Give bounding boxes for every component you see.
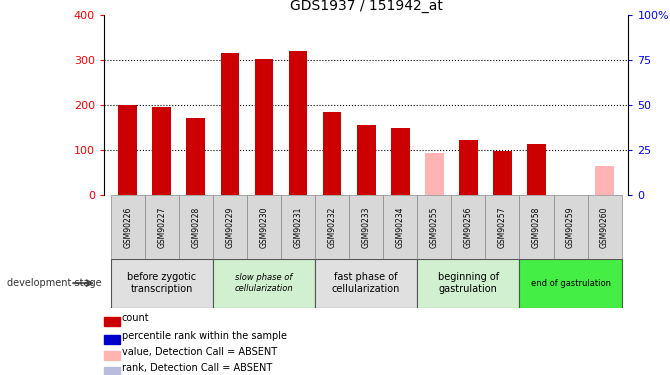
Text: GSM90260: GSM90260 — [600, 206, 609, 248]
Bar — [289, 51, 308, 195]
Bar — [519, 259, 622, 308]
Bar — [247, 195, 281, 259]
Bar — [119, 105, 137, 195]
Text: GSM90259: GSM90259 — [566, 206, 575, 248]
Text: GSM90234: GSM90234 — [396, 206, 405, 248]
Text: percentile rank within the sample: percentile rank within the sample — [122, 331, 287, 341]
Text: before zygotic
transcription: before zygotic transcription — [127, 272, 196, 294]
Bar — [323, 112, 342, 195]
Text: GSM90257: GSM90257 — [498, 206, 507, 248]
Bar — [255, 59, 273, 195]
Bar — [527, 144, 546, 195]
Bar — [417, 195, 452, 259]
Bar — [213, 195, 247, 259]
Text: GSM90226: GSM90226 — [123, 206, 132, 248]
Bar — [357, 125, 375, 195]
Bar — [111, 259, 213, 308]
Text: fast phase of
cellularization: fast phase of cellularization — [332, 272, 401, 294]
Bar — [588, 195, 622, 259]
Text: beginning of
gastrulation: beginning of gastrulation — [438, 272, 499, 294]
Text: slow phase of
cellularization: slow phase of cellularization — [234, 273, 293, 293]
Bar — [315, 259, 417, 308]
Bar — [104, 318, 120, 326]
Bar — [485, 195, 519, 259]
Bar — [425, 153, 444, 195]
Text: value, Detection Call = ABSENT: value, Detection Call = ABSENT — [122, 347, 277, 357]
Bar — [452, 195, 485, 259]
Bar — [595, 166, 614, 195]
Text: GSM90255: GSM90255 — [429, 206, 439, 248]
Bar — [553, 195, 588, 259]
Bar — [152, 107, 171, 195]
Text: end of gastrulation: end of gastrulation — [531, 279, 610, 288]
Text: GSM90227: GSM90227 — [157, 206, 166, 248]
Bar — [104, 351, 120, 360]
Bar — [349, 195, 383, 259]
Text: GSM90258: GSM90258 — [532, 206, 541, 248]
Text: GSM90230: GSM90230 — [259, 206, 269, 248]
Text: GSM90256: GSM90256 — [464, 206, 473, 248]
Bar — [179, 195, 213, 259]
Bar — [281, 195, 315, 259]
Bar — [145, 195, 179, 259]
Bar — [104, 368, 120, 375]
Text: rank, Detection Call = ABSENT: rank, Detection Call = ABSENT — [122, 363, 272, 373]
Text: count: count — [122, 313, 149, 323]
Bar — [383, 195, 417, 259]
Text: GSM90232: GSM90232 — [328, 206, 336, 248]
Text: GSM90231: GSM90231 — [293, 206, 303, 248]
Bar — [459, 140, 478, 195]
Bar — [186, 118, 205, 195]
Bar — [104, 335, 120, 344]
Bar — [391, 128, 409, 195]
Text: development stage: development stage — [7, 278, 101, 288]
Bar — [213, 259, 315, 308]
Bar — [493, 152, 512, 195]
Bar — [519, 195, 553, 259]
Bar — [315, 195, 349, 259]
Text: GSM90229: GSM90229 — [225, 206, 234, 248]
Text: GSM90228: GSM90228 — [192, 206, 200, 248]
Bar — [111, 195, 145, 259]
Title: GDS1937 / 151942_at: GDS1937 / 151942_at — [289, 0, 443, 13]
Bar — [220, 53, 239, 195]
Bar — [417, 259, 519, 308]
Text: GSM90233: GSM90233 — [362, 206, 371, 248]
